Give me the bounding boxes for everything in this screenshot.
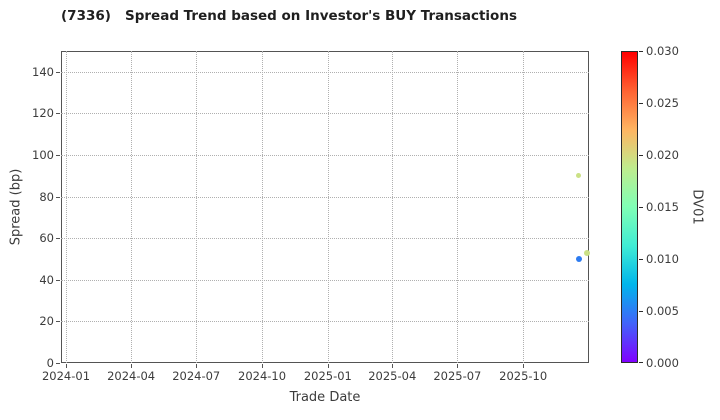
- colorbar-label: DV01: [689, 189, 705, 225]
- x-gridline: [457, 51, 459, 363]
- colorbar-tick-label: 0.025: [646, 96, 679, 110]
- y-gridline: [61, 238, 589, 240]
- y-tick-label: 120: [32, 106, 54, 121]
- y-gridline: [61, 279, 589, 281]
- x-gridline: [392, 51, 394, 363]
- x-tick-label: 2025-07: [433, 369, 482, 383]
- y-tick-mark: [56, 238, 60, 240]
- x-tick-label: 2025-01: [303, 369, 352, 383]
- colorbar-tick-mark: [639, 51, 643, 52]
- x-gridline: [66, 51, 67, 363]
- y-gridline: [61, 155, 589, 156]
- chart-title: (7336) Spread Trend based on Investor's …: [61, 8, 517, 24]
- y-tick-label: 40: [39, 272, 54, 287]
- data-point: [583, 249, 591, 256]
- y-tick-label: 20: [39, 314, 54, 329]
- y-gridline: [61, 196, 589, 198]
- y-tick-mark: [56, 363, 60, 364]
- colorbar-tick-label: 0.015: [646, 200, 679, 214]
- plot-area: [61, 51, 589, 363]
- y-tick-mark: [56, 155, 60, 156]
- x-tick-label: 2024-01: [41, 369, 91, 383]
- x-tick-label: 2025-10: [499, 369, 548, 383]
- y-tick-mark: [56, 113, 60, 115]
- data-point: [575, 255, 583, 263]
- x-tick-mark: [131, 364, 133, 368]
- y-tick-label: 100: [32, 148, 54, 162]
- colorbar-tick-mark: [639, 311, 643, 312]
- colorbar-tick-mark: [639, 155, 643, 156]
- y-tick-mark: [56, 321, 60, 323]
- colorbar-tick-label: 0.005: [646, 304, 679, 318]
- x-gridline: [327, 51, 329, 363]
- colorbar-tick-label: 0.000: [646, 356, 679, 370]
- x-tick-mark: [327, 364, 329, 368]
- x-tick-mark: [196, 364, 198, 368]
- colorbar-tick-label: 0.030: [646, 44, 679, 58]
- colorbar-tick-label: 0.020: [646, 148, 679, 162]
- y-gridline: [61, 71, 589, 73]
- x-tick-mark: [262, 364, 264, 368]
- y-gridline: [61, 113, 589, 115]
- x-tick-mark: [392, 364, 394, 368]
- y-tick-mark: [56, 71, 60, 73]
- x-tick-mark: [457, 364, 459, 368]
- x-axis-label: Trade Date: [289, 390, 361, 405]
- y-tick-label: 0: [46, 356, 54, 370]
- colorbar-tick-mark: [639, 259, 643, 260]
- y-gridline: [61, 321, 589, 323]
- x-tick-label: 2025-04: [368, 369, 417, 383]
- y-tick-label: 80: [39, 189, 54, 204]
- x-tick-label: 2024-07: [172, 369, 221, 383]
- colorbar-tick-mark: [639, 207, 643, 208]
- colorbar: [621, 51, 638, 363]
- colorbar-tick-mark: [639, 103, 643, 104]
- data-point: [575, 173, 581, 179]
- x-gridline: [262, 51, 264, 363]
- x-gridline: [523, 51, 525, 363]
- x-tick-mark: [66, 364, 67, 368]
- y-tick-mark: [56, 279, 60, 281]
- y-tick-mark: [56, 196, 60, 198]
- x-tick-label: 2024-04: [107, 369, 156, 383]
- y-tick-label: 140: [32, 64, 54, 79]
- y-tick-label: 60: [39, 231, 54, 246]
- x-tick-label: 2024-10: [238, 369, 287, 383]
- colorbar-tick-mark: [639, 362, 643, 363]
- x-tick-mark: [523, 364, 525, 368]
- colorbar-tick-label: 0.010: [646, 252, 679, 266]
- x-gridline: [131, 51, 133, 363]
- x-gridline: [196, 51, 198, 363]
